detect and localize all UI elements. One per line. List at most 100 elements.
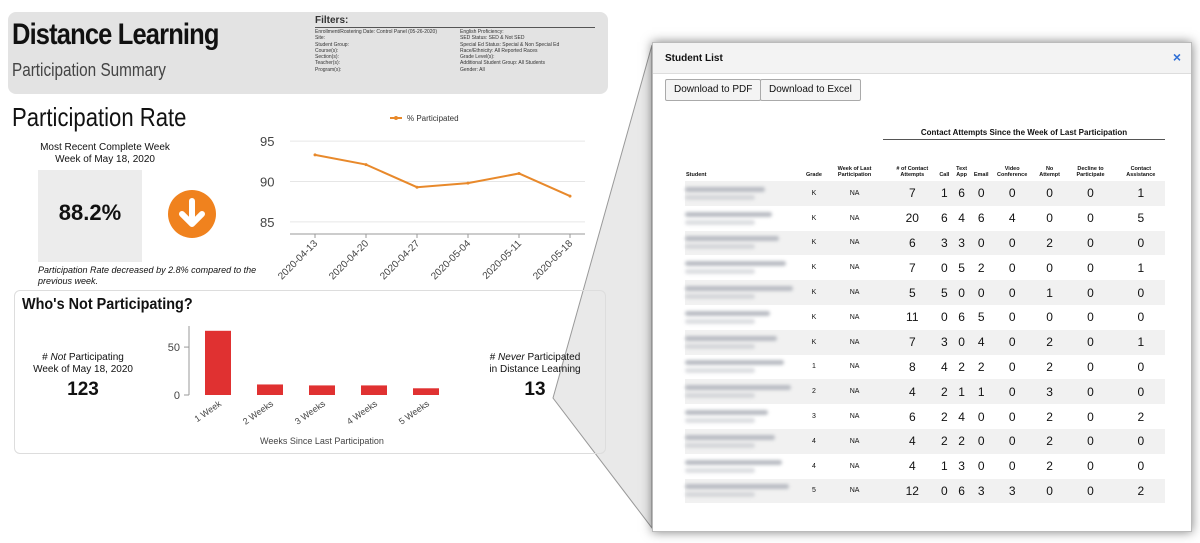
table-row: K NA 6 3 3 0 0 2 0 0 xyxy=(685,230,1165,256)
column-header: Video Conference xyxy=(997,166,1028,178)
cell: 1 xyxy=(941,459,948,474)
download-pdf-button[interactable]: Download to PDF xyxy=(665,79,762,101)
cell: 2 xyxy=(1046,335,1053,350)
cell: 0 xyxy=(1087,483,1094,498)
cell: 8 xyxy=(908,359,916,374)
filter-line: Gender: All xyxy=(460,66,485,73)
table-row: 1 NA 8 4 2 2 0 2 0 0 xyxy=(685,355,1165,380)
cell: 0 xyxy=(1087,459,1094,474)
student-name-redacted xyxy=(685,404,805,429)
point xyxy=(313,153,317,157)
cell: 0 xyxy=(1046,483,1053,498)
student-name-redacted xyxy=(685,280,805,305)
y-tick-label: 90 xyxy=(260,175,274,190)
cell: 0 xyxy=(1087,211,1094,226)
cell: NA xyxy=(849,462,860,470)
cell: 2 xyxy=(1046,235,1053,250)
cell: NA xyxy=(849,363,860,371)
column-header: Student xyxy=(686,172,707,178)
cell: 2 xyxy=(958,359,965,374)
cell: 6 xyxy=(908,409,916,424)
cell: 4 xyxy=(958,409,965,424)
cell: 2 xyxy=(977,260,985,275)
cell: 0 xyxy=(1087,335,1094,350)
blurred-name xyxy=(685,385,791,391)
student-name-redacted xyxy=(685,305,805,330)
column-header: Email xyxy=(973,172,989,178)
student-name-redacted xyxy=(685,330,805,355)
column-header: # of Contact Attempts xyxy=(896,166,929,178)
panel xyxy=(14,290,606,454)
cell: 0 xyxy=(1087,434,1094,449)
filters-right: English Proficiency: SED Status: SED & No… xyxy=(460,29,610,73)
cell: 12 xyxy=(905,483,919,498)
cell: K xyxy=(811,289,817,297)
blurred-id xyxy=(685,343,755,349)
cell: 0 xyxy=(941,310,948,325)
blurred-id xyxy=(685,368,755,374)
cell: 2 xyxy=(1046,409,1053,424)
cell: NA xyxy=(849,437,860,445)
cell: 0 xyxy=(1087,235,1094,250)
label: in Distance Learning xyxy=(489,364,581,375)
cell: 0 xyxy=(1087,310,1094,325)
download-excel-button[interactable]: Download to Excel xyxy=(760,79,861,101)
subtitle: Participation Summary xyxy=(12,60,166,80)
filters-left: Enrollment/Rostering Date: Control Panel… xyxy=(315,29,465,73)
column-header: Contact Assistance xyxy=(1126,166,1156,178)
table-row: 3 NA 6 2 4 0 0 2 0 2 xyxy=(685,404,1165,429)
cell: 1 xyxy=(1137,260,1145,275)
cell: 0 xyxy=(1046,211,1053,226)
label: Not xyxy=(50,352,67,363)
group-header: Contact Attempts Since the Week of Last … xyxy=(883,128,1165,140)
close-button[interactable]: × xyxy=(1172,49,1181,65)
cell: 2 xyxy=(941,409,948,424)
rate-box xyxy=(38,170,142,262)
cell: 5 xyxy=(941,285,948,300)
cell: 0 xyxy=(1087,285,1094,300)
cell: 2 xyxy=(977,359,985,374)
bar xyxy=(257,384,283,395)
cell: K xyxy=(811,189,817,197)
student-name-redacted xyxy=(685,181,805,206)
filter-line: Program(s): xyxy=(315,66,342,73)
cell: 0 xyxy=(977,434,985,449)
filter-line: Grade Level(s): xyxy=(460,54,495,61)
cell: 2 xyxy=(941,384,948,399)
filters-label: Filters: xyxy=(315,15,595,28)
cell: 3 xyxy=(941,235,948,250)
cell: 4 xyxy=(908,384,916,399)
week-label: Most Recent Complete Week Week of May 18,… xyxy=(30,142,180,166)
blurred-name xyxy=(685,434,775,440)
cell: 0 xyxy=(1008,235,1016,250)
y-tick-label: 85 xyxy=(260,215,274,230)
modal-title: Student List xyxy=(665,53,723,64)
table-row: K NA 20 6 4 6 4 0 0 5 xyxy=(685,206,1165,231)
bar xyxy=(413,388,439,395)
cell: 0 xyxy=(1046,186,1053,201)
cell: 5 xyxy=(1137,211,1145,226)
student-name-redacted xyxy=(685,454,805,479)
blurred-id xyxy=(685,244,755,250)
cell: 0 xyxy=(1008,459,1016,474)
cell: 0 xyxy=(977,285,985,300)
y-tick-label: 0 xyxy=(174,390,180,402)
blurred-name xyxy=(685,335,777,341)
point xyxy=(466,181,470,185)
blurred-name xyxy=(685,286,793,292)
cell: 1 xyxy=(812,363,816,371)
cell: 5 xyxy=(908,285,916,300)
kpi: # Never Participated in Distance Learnin… xyxy=(470,352,600,399)
cell: 3 xyxy=(812,413,816,421)
cell: 4 xyxy=(812,462,816,470)
cell: NA xyxy=(849,239,860,247)
cell: NA xyxy=(849,264,860,272)
x-tick-label: 2020-05-18 xyxy=(531,238,575,282)
x-tick-label: 1 Week xyxy=(193,398,224,424)
cell: 0 xyxy=(1087,260,1094,275)
kpi: # Not Participating Week of May 18, 2020… xyxy=(18,352,148,399)
bar-chart: 0 50 1 Week 2 Weeks 3 Weeks 4 Weeks 5 Weeks Wee… xyxy=(168,326,439,446)
filter-line: Additional Student Group: All Students xyxy=(460,60,546,67)
cell: 0 xyxy=(1046,310,1053,325)
cell: 20 xyxy=(905,211,919,226)
